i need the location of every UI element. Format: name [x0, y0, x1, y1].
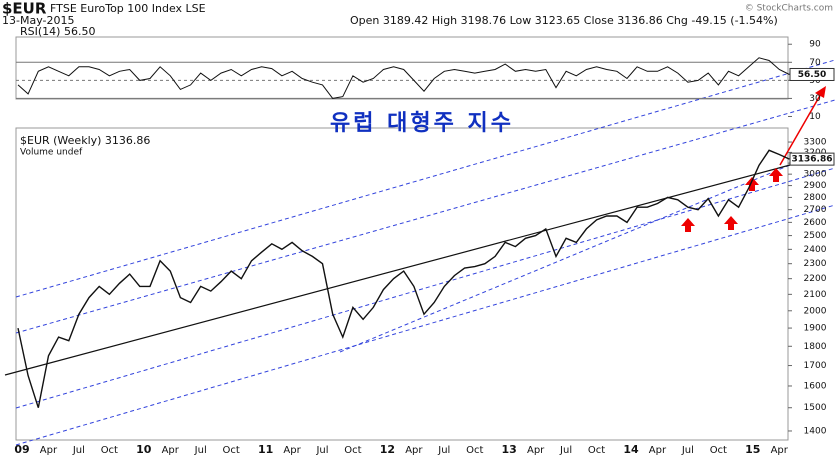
red-arrows — [681, 168, 783, 232]
date: 13-May-2015 — [2, 14, 74, 27]
x-tick-label: Oct — [101, 445, 118, 456]
y-tick-label: 70 — [809, 58, 821, 68]
up-arrow — [745, 177, 759, 191]
x-tick-label: 14 — [623, 443, 639, 456]
series-line — [17, 57, 790, 99]
x-tick-label: Apr — [162, 445, 180, 456]
last-value-label: 56.50 — [798, 70, 826, 80]
y-tick-label: 1400 — [804, 426, 827, 436]
up-arrow — [724, 216, 738, 230]
x-tick-label: Apr — [283, 445, 301, 456]
x-tick-label: Jul — [559, 445, 572, 456]
x-tick-label: 11 — [258, 443, 273, 456]
last-value-tag — [789, 67, 835, 81]
y-tick-label: 2300 — [804, 259, 827, 269]
x-tick-label: Oct — [710, 445, 727, 456]
y-tick-label: 90 — [809, 40, 821, 50]
x-tick-label: Jul — [315, 445, 328, 456]
x-tick-label: Apr — [405, 445, 423, 456]
channel-line — [15, 204, 835, 446]
y-tick-label: 10 — [809, 112, 821, 122]
up-arrow — [681, 218, 695, 232]
annotation-title: 유럽 대형주 지수 — [330, 111, 514, 136]
channel-line — [15, 59, 835, 298]
x-tick-label: Jul — [72, 445, 85, 456]
ohlc: Open 3189.42 High 3198.76 Low 3123.65 Cl… — [350, 14, 778, 27]
channel-line — [15, 99, 835, 334]
red-arrow-head — [815, 86, 826, 98]
channel-line — [339, 164, 791, 353]
x-tick-label: 13 — [502, 443, 517, 456]
red-arrow-line — [779, 91, 823, 166]
y-tick-label: 3300 — [804, 138, 827, 148]
x-tick-label: Jul — [194, 445, 207, 456]
y-tick-label: 2400 — [804, 245, 827, 255]
y-tick-label: 2000 — [804, 306, 827, 316]
source: © StockCharts.com — [745, 4, 833, 14]
rsi-label: RSI(14) 56.50 — [20, 25, 95, 38]
y-tick-label: 30 — [809, 94, 821, 104]
price-label: $EUR (Weekly) 3136.86 — [20, 134, 150, 147]
x-tick-label: 10 — [136, 443, 152, 456]
y-tick-label: 1700 — [804, 361, 827, 371]
y-tick-label: 1600 — [804, 381, 827, 391]
trend-line — [4, 164, 791, 376]
symbol: $EUR — [2, 0, 47, 18]
y-tick-label: 3000 — [804, 170, 827, 180]
x-tick-label: Apr — [40, 445, 58, 456]
y-tick-label: 1800 — [804, 342, 827, 352]
rsi-panel — [15, 36, 789, 100]
x-tick-label: Apr — [649, 445, 667, 456]
last-value-tag — [789, 152, 835, 166]
y-tick-label: 2100 — [804, 290, 827, 300]
y-tick-label: 2600 — [804, 218, 827, 228]
x-tick-label: Oct — [344, 445, 361, 456]
y-tick-label: 1500 — [804, 403, 827, 413]
channel-lines — [4, 59, 835, 446]
volume-label: Volume undef — [20, 148, 83, 158]
up-arrow — [769, 168, 783, 182]
x-tick-label: 15 — [745, 443, 760, 456]
y-tick-label: 2800 — [804, 193, 827, 203]
x-tick-label: Jul — [437, 445, 450, 456]
y-tick-label: 2200 — [804, 274, 827, 284]
x-tick-label: Oct — [588, 445, 605, 456]
x-tick-label: Apr — [771, 445, 789, 456]
x-tick-label: Jul — [681, 445, 694, 456]
series-line — [17, 149, 790, 408]
index-name: FTSE EuroTop 100 Index LSE — [50, 2, 206, 15]
x-tick-label: 12 — [380, 443, 395, 456]
y-tick-label: 2500 — [804, 231, 827, 241]
x-tick-label: Apr — [527, 445, 545, 456]
x-tick-label: 09 — [14, 443, 29, 456]
last-value-label: 3136.86 — [792, 155, 833, 165]
y-tick-label: 1900 — [804, 324, 827, 334]
x-tick-label: Oct — [223, 445, 240, 456]
x-tick-label: Oct — [466, 445, 483, 456]
price-panel — [15, 127, 789, 441]
y-tick-label: 2900 — [804, 181, 827, 191]
channel-line — [15, 167, 835, 409]
y-tick-label: 2700 — [804, 205, 827, 215]
